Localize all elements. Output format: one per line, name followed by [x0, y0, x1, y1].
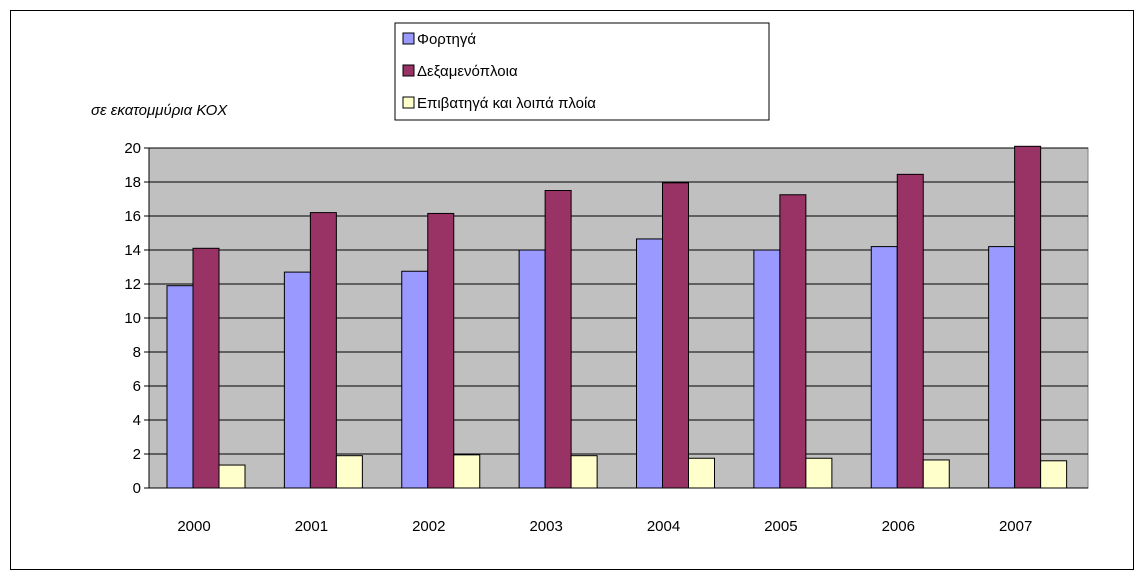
bar-1-2006 [870, 246, 898, 489]
y-tick-label: 18 [124, 174, 141, 191]
chart-frame: σε εκατομμύρια ΚΟΧ 0 2 4 6 8 10 12 14 16 18 20 2000… [10, 10, 1134, 570]
bar-2-2004 [662, 182, 689, 489]
bar-3-2004 [688, 457, 715, 489]
bar-chart: σε εκατομμύρια ΚΟΧ 0 2 4 6 8 10 12 14 16 18 20 2000… [91, 22, 1089, 535]
bar-2-2006 [896, 173, 924, 489]
x-tick-label: 2002 [412, 518, 445, 535]
x-tick-label: 2007 [999, 518, 1032, 535]
x-tick-label: 2003 [529, 518, 562, 535]
bar-2-2003 [544, 190, 572, 489]
x-tick-label: 2006 [882, 518, 915, 535]
bar-2-2007 [1014, 145, 1042, 489]
bar-3-2000 [218, 464, 246, 489]
bar-2-2000 [192, 247, 220, 489]
x-tick-label: 2000 [177, 518, 210, 535]
bar-3-2006 [922, 459, 950, 489]
bar-3-2002 [453, 454, 481, 489]
x-tick-label: 2004 [647, 518, 680, 535]
bar-3-2005 [805, 457, 833, 489]
bar-2-2001 [309, 212, 337, 489]
bar-1-2002 [401, 270, 429, 489]
bar-1-2004 [636, 238, 663, 489]
y-tick-label: 2 [133, 446, 141, 463]
y-tick-label: 0 [133, 480, 141, 497]
legend-box [394, 22, 770, 121]
y-tick-label: 12 [124, 276, 141, 293]
bar-1-2001 [283, 271, 311, 489]
bar-2-2002 [427, 212, 455, 489]
bar-3-2003 [570, 455, 598, 489]
legend-label: Επιβατηγά και λοιπά πλοία [417, 95, 596, 112]
y-tick-label: 6 [133, 378, 141, 395]
bar-3-2001 [335, 455, 363, 489]
legend-label: Δεξαμενόπλοια [417, 63, 518, 80]
y-tick-label: 4 [133, 412, 141, 429]
bar-2-2005 [779, 194, 807, 489]
legend-label: Φορτηγά [417, 31, 476, 48]
x-tick-label: 2001 [295, 518, 328, 535]
y-tick-label: 10 [124, 310, 141, 327]
bar-1-2000 [166, 285, 194, 489]
y-axis-unit-label: σε εκατομμύρια ΚΟΧ [91, 102, 228, 119]
y-tick-label: 20 [124, 140, 141, 157]
x-tick-label: 2005 [764, 518, 797, 535]
y-tick-label: 14 [124, 242, 141, 259]
bar-1-2003 [518, 249, 546, 489]
legend-swatch [402, 96, 415, 109]
y-tick-label: 16 [124, 208, 141, 225]
bar-3-2007 [1040, 460, 1068, 489]
bar-1-2005 [753, 249, 781, 489]
bar-1-2007 [988, 246, 1016, 489]
y-tick-label: 8 [133, 344, 141, 361]
legend-swatch [402, 32, 415, 45]
legend-swatch [402, 64, 415, 77]
